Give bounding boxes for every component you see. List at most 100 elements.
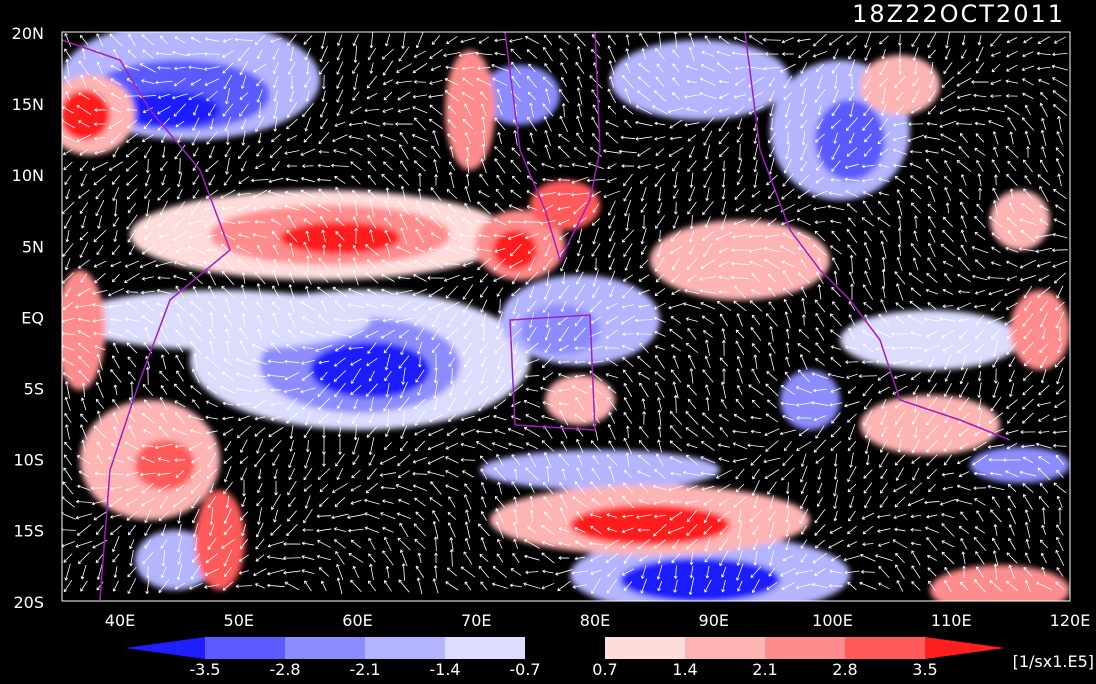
wind-arrow (491, 582, 508, 589)
wind-arrow (336, 61, 344, 75)
wind-arrow (367, 342, 377, 354)
wind-arrow (300, 189, 316, 198)
wind-arrow (496, 328, 504, 340)
wind-arrow (705, 397, 710, 411)
wind-arrow (797, 369, 811, 383)
wind-arrow (635, 136, 653, 141)
wind-arrow (734, 78, 746, 86)
wind-arrow (272, 269, 280, 286)
wind-arrow (353, 45, 358, 63)
wind-arrow (304, 410, 311, 426)
wind-arrow (849, 254, 854, 273)
wind-arrow (144, 524, 152, 536)
wind-arrow (719, 537, 729, 551)
wind-arrow (524, 35, 539, 44)
wind-arrow (80, 580, 88, 592)
wind-arrow (93, 136, 106, 141)
wind-arrow (268, 427, 284, 438)
wind-arrow (141, 245, 155, 255)
wind-arrow (1035, 247, 1053, 254)
wind-arrow (481, 327, 486, 341)
lon-label: 50E (224, 611, 254, 630)
wind-arrow (462, 77, 474, 87)
wind-arrow (799, 495, 808, 510)
wind-arrow (653, 90, 667, 102)
wind-arrow (337, 426, 342, 438)
wind-arrow (334, 176, 346, 184)
wind-arrow (799, 354, 808, 370)
wind-arrow (462, 261, 474, 267)
wind-arrow (111, 175, 121, 185)
wind-arrow (433, 381, 438, 399)
wind-arrow (928, 215, 936, 228)
wind-arrow (800, 482, 807, 495)
wind-arrow (814, 220, 826, 225)
wind-arrow (557, 580, 571, 592)
wind-arrow (607, 567, 617, 577)
wind-arrow (718, 498, 730, 506)
wind-arrow (816, 271, 824, 285)
wind-arrow (780, 384, 796, 395)
wind-arrow (236, 402, 252, 407)
wind-arrow (158, 341, 170, 355)
wind-arrow (125, 498, 139, 506)
wind-arrow (1037, 66, 1051, 71)
wind-arrow (895, 467, 904, 481)
wind-arrow (751, 190, 761, 198)
wind-arrow (766, 371, 778, 381)
neg-contour (620, 558, 780, 601)
wind-arrow (927, 257, 937, 271)
wind-arrow (78, 189, 90, 199)
wind-arrow (625, 213, 630, 231)
wind-arrow (1052, 232, 1068, 239)
wind-arrow (204, 66, 220, 71)
wind-arrow (364, 108, 380, 113)
wind-arrow (767, 273, 777, 283)
wind-arrow (656, 63, 664, 73)
wind-arrow (784, 371, 792, 381)
wind-arrow (77, 484, 91, 491)
wind-arrow (110, 261, 122, 268)
wind-arrow (850, 74, 854, 90)
wind-arrow (687, 134, 697, 142)
wind-arrow (78, 92, 90, 100)
wind-arrow (1006, 442, 1018, 450)
wind-arrow (700, 259, 716, 269)
wind-arrow (703, 130, 713, 146)
wind-arrow (813, 415, 827, 422)
wind-arrow (1038, 384, 1050, 396)
wind-arrow (412, 288, 428, 296)
wind-arrow (736, 563, 744, 581)
wind-arrow (1055, 581, 1065, 591)
wind-arrow (269, 145, 283, 159)
wind-arrow (337, 412, 343, 424)
wind-arrow (77, 551, 90, 565)
wind-arrow (608, 34, 616, 45)
neg-contour (780, 370, 840, 430)
wind-arrow (927, 383, 937, 397)
wind-arrow (543, 116, 552, 132)
wind-arrow (607, 105, 617, 115)
wind-arrow (526, 49, 538, 59)
wind-arrow (752, 537, 759, 551)
wind-arrow (289, 242, 295, 258)
wind-arrow (1038, 495, 1050, 508)
wind-arrow (303, 35, 313, 45)
wind-arrow (254, 583, 265, 589)
wind-arrow (977, 382, 982, 398)
wind-arrow (782, 173, 794, 187)
wind-arrow (528, 312, 535, 328)
wind-arrow (190, 385, 202, 395)
wind-arrow (80, 397, 87, 411)
wind-arrow (112, 217, 120, 227)
wind-arrow (797, 272, 811, 284)
wind-arrow (368, 437, 375, 456)
wind-arrow (1023, 36, 1033, 44)
wind-arrow (892, 539, 908, 549)
wind-arrow (559, 507, 568, 525)
wind-arrow (322, 425, 326, 439)
wind-arrow (175, 120, 185, 128)
wind-arrow (559, 232, 569, 240)
wind-arrow (672, 539, 680, 550)
wind-arrow (958, 108, 970, 113)
